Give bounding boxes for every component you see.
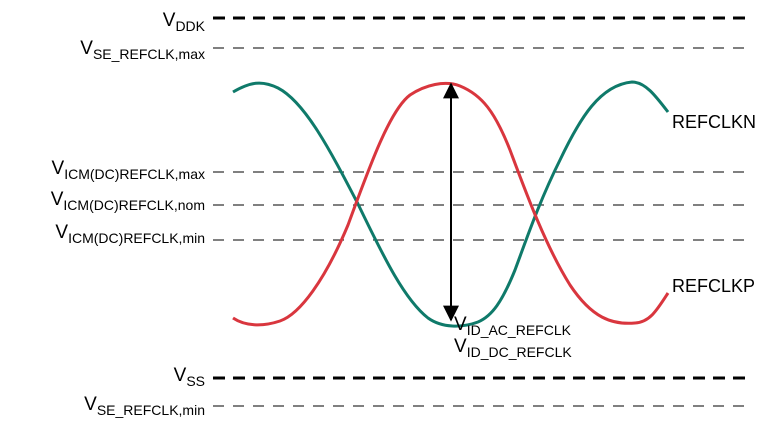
refclkp-waveform: [232, 81, 670, 327]
vicm-min-label: VICM(DC)REFCLK,min: [55, 222, 205, 246]
vss-label: VSS: [174, 365, 205, 389]
refclkn-waveform: [232, 80, 670, 328]
vid-ac-refclk-label: VID_AC_REFCLK: [454, 314, 572, 338]
vicm-max-label: VICM(DC)REFCLK,max: [52, 158, 205, 182]
vid-dc-refclk-label: VID_DC_REFCLK: [454, 336, 572, 360]
refclkn-label: REFCLKN: [672, 112, 756, 132]
vddk-label: VDDK: [163, 10, 206, 34]
vicm-nom-label: VICM(DC)REFCLK,nom: [51, 189, 205, 213]
vse-refclk-max-label: VSE_REFCLK,max: [80, 38, 205, 62]
vse-refclk-min-label: VSE_REFCLK,min: [84, 394, 205, 418]
refclkp-label: REFCLKP: [672, 276, 755, 296]
